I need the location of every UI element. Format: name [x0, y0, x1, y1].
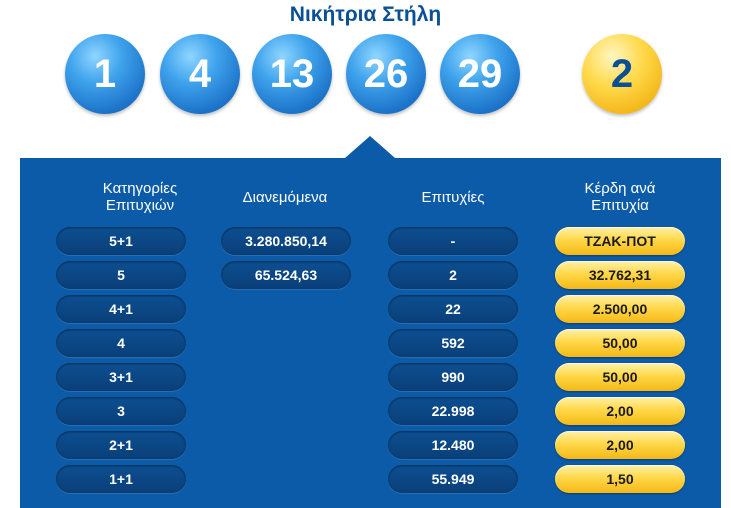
winners-cell: 592 — [388, 329, 518, 357]
prize-cell: 2.500,00 — [555, 295, 685, 323]
distributed-cell: 3.280.850,14 — [221, 227, 351, 255]
winning-number-ball-5: 29 — [440, 34, 520, 114]
winning-number-ball-1: 1 — [65, 34, 145, 114]
winners-cell: 55.949 — [388, 465, 518, 493]
prize-cell: 1,50 — [555, 465, 685, 493]
header-categories: Κατηγορίες Επιτυχιών — [102, 180, 178, 214]
prize-cell: 2,00 — [555, 431, 685, 459]
winning-column-title: Νικήτρια Στήλη — [289, 3, 442, 26]
prize-cell: 32.762,31 — [555, 261, 685, 289]
category-cell: 3+1 — [56, 363, 186, 391]
category-cell: 4 — [56, 329, 186, 357]
prize-cell: 2,00 — [555, 397, 685, 425]
joker-number-ball: 2 — [582, 34, 662, 114]
header-prize: Κέρδη ανά Επιτυχία — [584, 180, 656, 214]
winners-cell: 22.998 — [388, 397, 518, 425]
winning-number-ball-4: 26 — [346, 34, 426, 114]
header-distributed: Διανεμόμενα — [242, 189, 328, 206]
category-cell: 5+1 — [56, 227, 186, 255]
prize-cell: ΤΖΑΚ-ΠΟΤ — [555, 227, 685, 255]
distributed-cell: 65.524,63 — [221, 261, 351, 289]
pointer-triangle — [345, 136, 395, 158]
winners-cell: - — [388, 227, 518, 255]
winners-cell: 2 — [388, 261, 518, 289]
winners-cell: 990 — [388, 363, 518, 391]
category-cell: 5 — [56, 261, 186, 289]
winners-cell: 22 — [388, 295, 518, 323]
header-winners: Επιτυχίες — [421, 189, 485, 206]
category-cell: 2+1 — [56, 431, 186, 459]
winning-number-ball-2: 4 — [160, 34, 240, 114]
winning-number-ball-3: 13 — [252, 34, 332, 114]
category-cell: 1+1 — [56, 465, 186, 493]
results-panel: Κατηγορίες Επιτυχιών Διανεμόμενα Επιτυχί… — [20, 158, 721, 508]
category-cell: 4+1 — [56, 295, 186, 323]
category-cell: 3 — [56, 397, 186, 425]
prize-cell: 50,00 — [555, 363, 685, 391]
winners-cell: 12.480 — [388, 431, 518, 459]
prize-cell: 50,00 — [555, 329, 685, 357]
